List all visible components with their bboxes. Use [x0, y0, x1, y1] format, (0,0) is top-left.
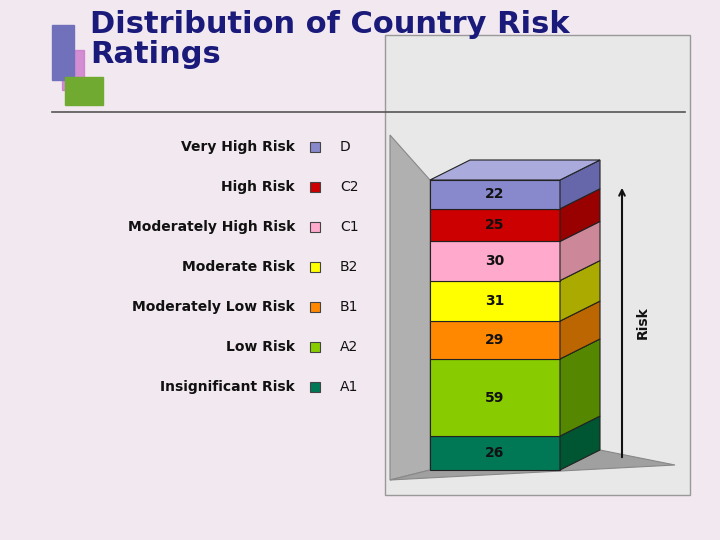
Text: A1: A1 — [340, 380, 359, 394]
Text: 22: 22 — [485, 187, 505, 201]
Bar — [310, 302, 320, 312]
Polygon shape — [390, 135, 430, 480]
Polygon shape — [560, 416, 600, 470]
Bar — [430, 359, 560, 436]
Bar — [65, 77, 103, 105]
Polygon shape — [430, 160, 600, 180]
Polygon shape — [560, 221, 600, 281]
Bar — [430, 209, 560, 241]
Bar — [310, 222, 320, 232]
Text: 31: 31 — [485, 294, 505, 308]
Polygon shape — [560, 339, 600, 436]
Text: Low Risk: Low Risk — [226, 340, 295, 354]
Text: Distribution of Country Risk: Distribution of Country Risk — [90, 10, 570, 39]
Text: Ratings: Ratings — [90, 40, 221, 69]
Bar — [385, 35, 690, 495]
Text: B2: B2 — [340, 260, 359, 274]
Text: D: D — [340, 140, 351, 154]
Bar — [310, 262, 320, 272]
Text: C1: C1 — [340, 220, 359, 234]
Polygon shape — [560, 189, 600, 241]
Bar — [62, 50, 84, 90]
Text: Moderately High Risk: Moderately High Risk — [127, 220, 295, 234]
Text: Very High Risk: Very High Risk — [181, 140, 295, 154]
Polygon shape — [560, 160, 600, 209]
Text: Moderate Risk: Moderate Risk — [182, 260, 295, 274]
Polygon shape — [560, 301, 600, 359]
Text: 59: 59 — [485, 390, 505, 404]
Polygon shape — [390, 450, 675, 480]
Text: A2: A2 — [340, 340, 359, 354]
Text: High Risk: High Risk — [221, 180, 295, 194]
Bar — [310, 382, 320, 392]
Text: Insignificant Risk: Insignificant Risk — [161, 380, 295, 394]
Bar — [310, 142, 320, 152]
Polygon shape — [560, 261, 600, 321]
Bar — [430, 436, 560, 470]
Bar — [310, 342, 320, 352]
Bar — [430, 180, 560, 209]
Bar — [430, 281, 560, 321]
Text: C2: C2 — [340, 180, 359, 194]
Bar — [430, 321, 560, 359]
Text: 29: 29 — [485, 333, 505, 347]
Text: 26: 26 — [485, 446, 505, 460]
Bar — [430, 241, 560, 281]
Text: Risk: Risk — [636, 306, 650, 339]
Text: 25: 25 — [485, 218, 505, 232]
Text: B1: B1 — [340, 300, 359, 314]
Text: Moderately Low Risk: Moderately Low Risk — [132, 300, 295, 314]
Text: 30: 30 — [485, 254, 505, 268]
Bar — [310, 182, 320, 192]
Bar — [52, 25, 74, 80]
